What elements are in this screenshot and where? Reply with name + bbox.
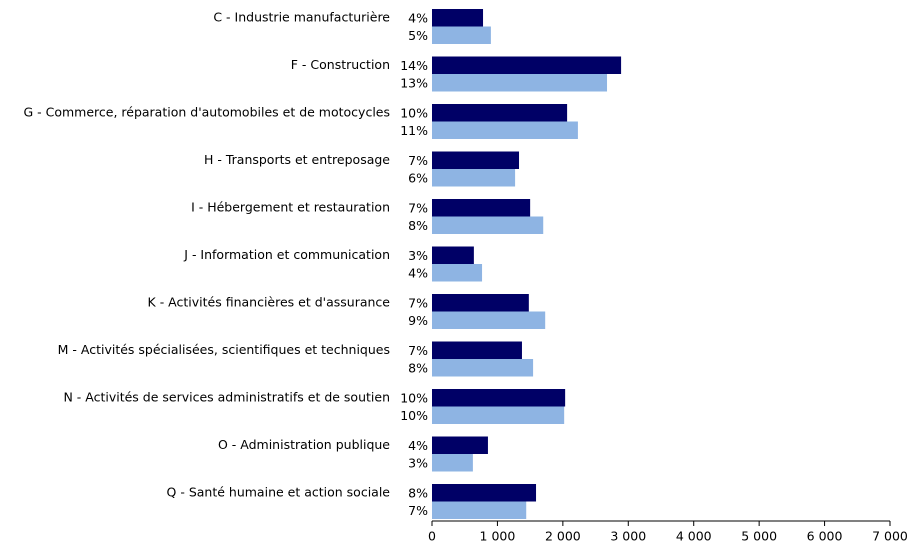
category-label: J - Information et communication [183,247,390,262]
category-label: Q - Santé humaine et action sociale [167,484,391,499]
bar [432,389,566,407]
x-tick-label: 7 000 [872,529,908,544]
bar [432,104,568,122]
bar [432,121,578,139]
percent-label: 8% [408,360,428,375]
percent-label: 11% [400,123,428,138]
x-tick-label: 3 000 [610,529,646,544]
category-label: C - Industrie manufacturière [213,9,390,24]
bar [432,406,565,424]
x-tick-label: 2 000 [545,529,581,544]
bar [432,199,531,217]
bar [432,169,516,187]
category-label: N - Activités de services administratifs… [63,389,390,404]
percent-label: 8% [408,218,428,233]
percent-label: 5% [408,28,428,43]
category-label: M - Activités spécialisées, scientifique… [58,342,390,357]
percent-label: 10% [400,390,428,405]
category-label: F - Construction [291,57,390,72]
percent-label: 10% [400,105,428,120]
bar [432,294,529,312]
x-tick-label: 0 [428,529,436,544]
category-label: O - Administration publique [218,437,390,452]
percent-label: 14% [400,58,428,73]
percent-label: 4% [408,265,428,280]
percent-label: 13% [400,75,428,90]
x-tick-label: 5 000 [741,529,777,544]
percent-label: 6% [408,170,428,185]
bar [432,246,474,264]
bar [432,501,527,519]
x-tick-label: 4 000 [676,529,712,544]
percent-label: 7% [408,503,428,518]
percent-label: 7% [408,153,428,168]
percent-label: 7% [408,200,428,215]
percent-label: 4% [408,10,428,25]
bar [432,264,483,282]
percent-label: 3% [408,248,428,263]
bar [432,216,544,234]
bar [432,436,488,454]
bar [432,56,622,74]
bar [432,454,473,472]
category-label: G - Commerce, réparation d'automobiles e… [23,104,390,119]
percent-label: 8% [408,485,428,500]
bar [432,341,522,359]
percent-label: 7% [408,343,428,358]
percent-label: 7% [408,295,428,310]
x-tick-label: 6 000 [807,529,843,544]
bar [432,484,537,502]
percent-label: 4% [408,438,428,453]
percent-label: 10% [400,408,428,423]
percent-label: 3% [408,455,428,470]
bar [432,359,534,377]
bar [432,311,546,329]
x-tick-label: 1 000 [480,529,516,544]
bar [432,9,484,27]
percent-label: 9% [408,313,428,328]
category-label: H - Transports et entreposage [204,152,390,167]
bar [432,151,520,169]
bar [432,26,491,44]
category-label: I - Hébergement et restauration [191,199,390,214]
category-label: K - Activités financières et d'assurance [148,294,391,309]
bar [432,74,608,92]
